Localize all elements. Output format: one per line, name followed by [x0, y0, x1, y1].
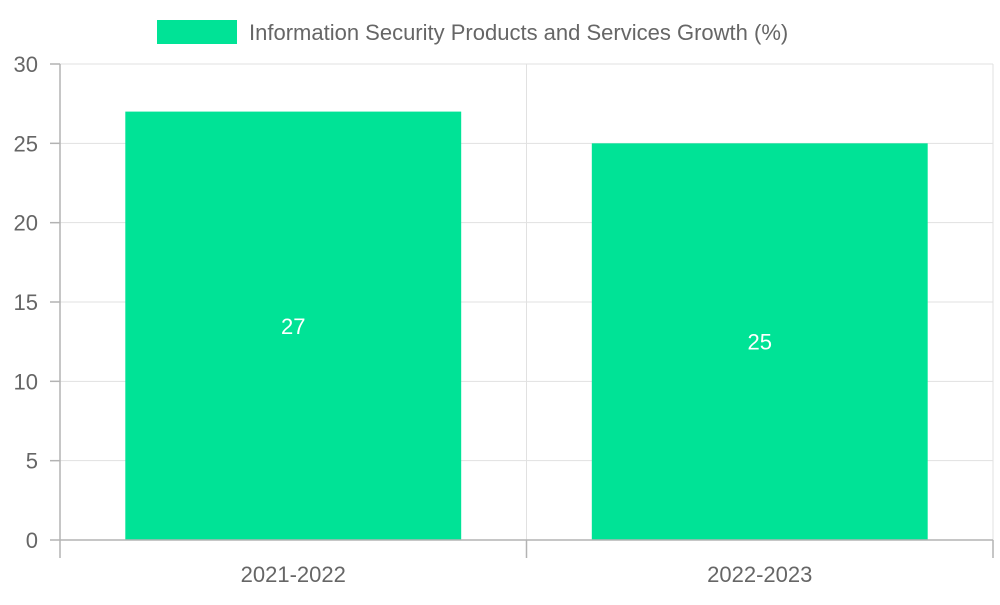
legend[interactable]: Information Security Products and Servic… — [157, 20, 788, 45]
bar-2021-2022[interactable] — [125, 111, 462, 540]
legend-swatch — [157, 20, 237, 44]
y-tick-label: 15 — [14, 290, 38, 315]
bars — [125, 111, 928, 541]
labels: 0 5 10 15 20 25 30 27 2021-2022 25 2022-2023 — [14, 52, 813, 587]
bar-2022-2023[interactable] — [591, 143, 928, 541]
data-label: 27 — [281, 314, 305, 339]
legend-label: Information Security Products and Servic… — [249, 20, 788, 45]
axes — [50, 63, 994, 558]
y-tick-label: 0 — [26, 528, 38, 553]
data-label: 25 — [748, 330, 772, 355]
x-tick-label: 2022-2023 — [707, 562, 812, 587]
y-tick-label: 25 — [14, 131, 38, 156]
y-tick-label: 20 — [14, 211, 38, 236]
y-tick-label: 10 — [14, 369, 38, 394]
y-tick-label: 30 — [14, 52, 38, 77]
y-tick-label: 5 — [26, 449, 38, 474]
x-tick-label: 2021-2022 — [241, 562, 346, 587]
